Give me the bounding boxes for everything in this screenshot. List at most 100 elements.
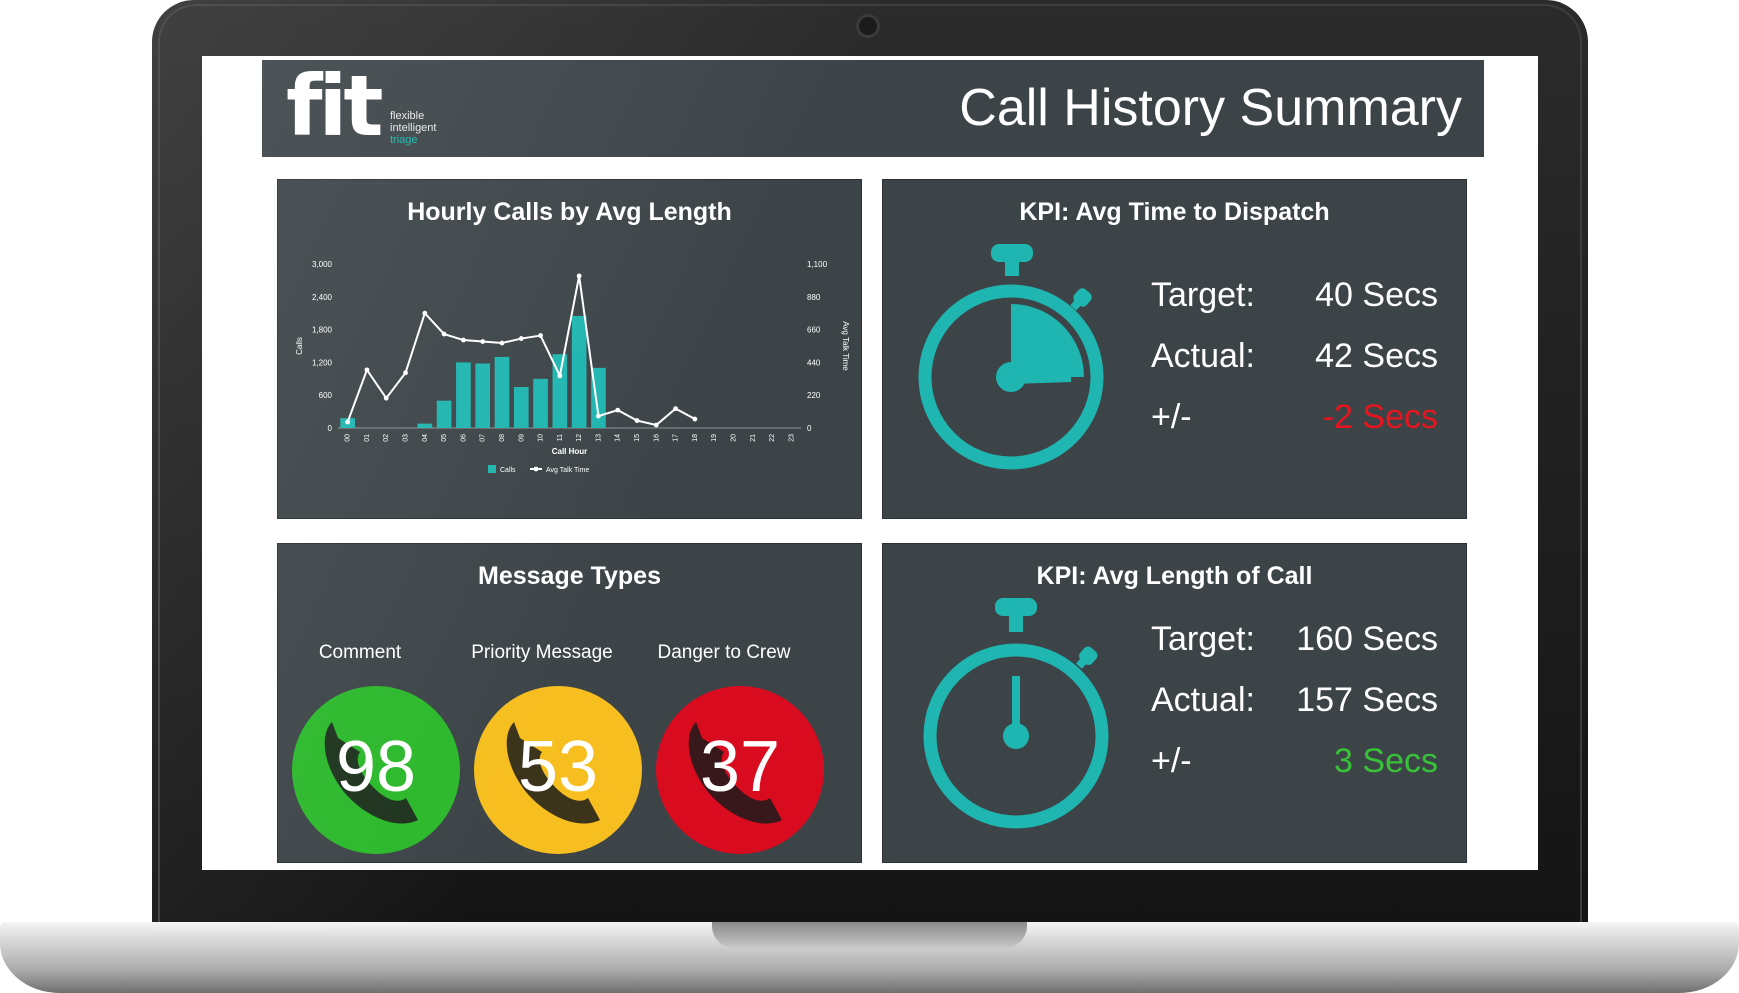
logo-tagline-2: intelligent xyxy=(390,122,437,134)
x-tick-label: 15 xyxy=(634,434,641,442)
avg-talk-time-point xyxy=(518,336,524,341)
danger-to-crew-label: Danger to Crew xyxy=(657,642,791,663)
priority-message-count: 53 xyxy=(517,727,599,807)
length-actual-row: Actual: 157 Secs xyxy=(1151,681,1438,721)
avg-talk-time-point xyxy=(653,422,659,428)
chart-bar xyxy=(456,362,471,428)
dispatch-diff-value: -2 Secs xyxy=(1322,398,1438,436)
avg-talk-time-point xyxy=(364,367,370,373)
y2-tick-label: 660 xyxy=(807,326,821,335)
x-tick-label: 05 xyxy=(441,434,448,442)
x-tick-label: 13 xyxy=(595,434,602,442)
dispatch-kpi-panel: KPI: Avg Time to Dispatch Target: 40 Sec… xyxy=(883,180,1466,518)
avg-talk-time-point xyxy=(673,406,679,412)
x-tick-label: 02 xyxy=(383,434,390,442)
avg-talk-time-point xyxy=(538,333,543,338)
logo-word: fit xyxy=(286,57,383,155)
call-length-kpi-panel: KPI: Avg Length of Call Target: 160 Secs… xyxy=(883,544,1466,862)
dispatch-diff-row: +/- -2 Secs xyxy=(1151,398,1438,438)
avg-talk-time-point xyxy=(499,340,505,346)
hourly-calls-chart: 06001,2001,8002,4003,00002204406608801,1… xyxy=(295,260,850,474)
priority-message-count-badge: 53 xyxy=(474,686,642,854)
dispatch-kpi-title: KPI: Avg Time to Dispatch xyxy=(1019,198,1330,226)
avg-talk-time-point xyxy=(692,416,698,422)
avg-talk-time-point xyxy=(460,337,466,343)
chart-bar xyxy=(552,354,568,428)
legend-label-talk-time: Avg Talk Time xyxy=(546,467,589,474)
phone-icon xyxy=(688,722,782,824)
x-tick-label: 08 xyxy=(499,434,506,442)
x-tick-label: 10 xyxy=(538,434,545,442)
avg-talk-time-point xyxy=(403,370,408,376)
length-diff-value: 3 Secs xyxy=(1334,742,1438,780)
y-tick-label: 0 xyxy=(328,424,333,433)
x-tick-label: 14 xyxy=(615,434,622,442)
y2-axis-label: Avg Talk Time xyxy=(841,321,850,371)
x-tick-label: 07 xyxy=(480,434,487,442)
length-target-value: 160 Secs xyxy=(1296,620,1438,658)
length-target-label: Target: xyxy=(1151,620,1255,658)
chart-bar xyxy=(436,400,452,428)
comment-count: 98 xyxy=(335,727,417,807)
length-actual-label: Actual: xyxy=(1151,681,1255,719)
chart-bar xyxy=(417,423,433,428)
dispatch-actual-label: Actual: xyxy=(1151,337,1255,375)
chart-bar xyxy=(475,363,491,428)
x-tick-label: 23 xyxy=(788,434,795,442)
x-tick-label: 22 xyxy=(769,434,776,442)
page-title: Call History Summary xyxy=(959,79,1462,137)
call-length-kpi-title: KPI: Avg Length of Call xyxy=(1036,562,1313,590)
avg-talk-time-point xyxy=(441,331,447,337)
avg-talk-time-point xyxy=(576,273,582,279)
legend-marker-talk-time xyxy=(533,466,539,472)
logo-tagline-3: triage xyxy=(390,134,418,146)
y-axis-label: Calls xyxy=(295,337,304,355)
comment-count-badge: 98 xyxy=(292,686,460,854)
x-tick-label: 21 xyxy=(750,434,757,442)
dispatch-diff-label: +/- xyxy=(1151,398,1192,436)
comment-label: Comment xyxy=(318,642,402,663)
x-tick-label: 00 xyxy=(345,434,352,442)
danger-to-crew-count: 37 xyxy=(699,727,781,807)
legend-swatch-calls xyxy=(488,465,496,473)
logo-tagline: flexible intelligent triage xyxy=(390,110,436,146)
x-tick-label: 11 xyxy=(557,434,564,441)
chart-bar xyxy=(533,378,548,428)
priority-message-label: Priority Message xyxy=(471,642,613,663)
x-tick-label: 16 xyxy=(653,434,660,442)
x-tick-label: 12 xyxy=(576,434,583,442)
x-tick-label: 20 xyxy=(730,434,737,442)
logo-tagline-1: flexible xyxy=(390,110,425,122)
legend-label-calls: Calls xyxy=(500,467,516,474)
x-tick-label: 17 xyxy=(673,434,680,442)
avg-talk-time-point xyxy=(634,418,640,423)
length-diff-label: +/- xyxy=(1151,742,1192,780)
y2-tick-label: 0 xyxy=(807,424,812,433)
danger-to-crew-count-badge: 37 xyxy=(656,686,824,854)
chart-bar xyxy=(513,387,529,428)
phone-icon xyxy=(324,722,418,824)
message-types-title: Message Types xyxy=(478,562,661,590)
x-axis-label: Call Hour xyxy=(552,447,588,456)
dispatch-target-label: Target: xyxy=(1151,276,1255,314)
dashboard-header: fit flexible intelligent triage Call His… xyxy=(262,60,1484,157)
y2-tick-label: 880 xyxy=(807,293,821,302)
avg-talk-time-point xyxy=(422,310,428,316)
length-diff-row: +/- 3 Secs xyxy=(1151,742,1438,782)
laptop-notch xyxy=(712,922,1027,948)
y2-tick-label: 220 xyxy=(807,391,821,400)
dispatch-target-row: Target: 40 Secs xyxy=(1151,276,1438,316)
dispatch-target-value: 40 Secs xyxy=(1315,276,1438,314)
y-tick-label: 2,400 xyxy=(312,293,333,302)
chart-bar xyxy=(571,315,587,428)
stopwatch-icon xyxy=(918,244,1104,470)
x-tick-label: 03 xyxy=(403,434,410,442)
laptop-screen: fit flexible intelligent triage Call His… xyxy=(202,56,1538,870)
length-target-row: Target: 160 Secs xyxy=(1151,620,1438,660)
avg-talk-time-point xyxy=(480,339,486,344)
avg-talk-time-point xyxy=(345,419,351,425)
phone-icon xyxy=(506,722,600,824)
x-tick-label: 04 xyxy=(422,434,429,442)
length-actual-value: 157 Secs xyxy=(1296,681,1438,719)
stopwatch-icon xyxy=(923,598,1109,829)
